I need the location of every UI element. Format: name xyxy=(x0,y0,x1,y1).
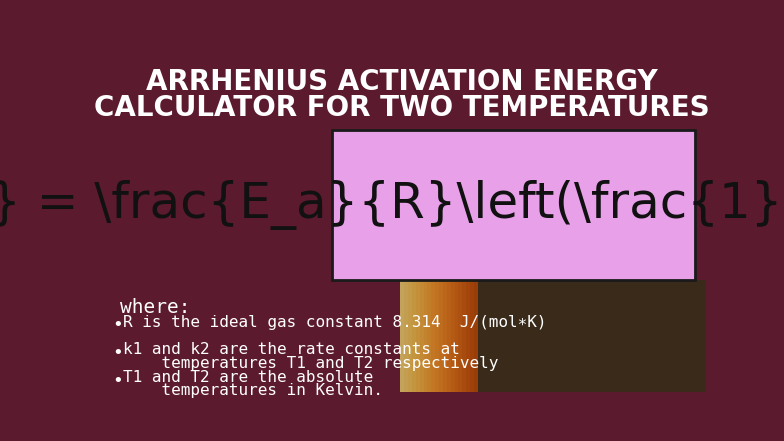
Bar xyxy=(455,280,459,392)
Bar xyxy=(401,280,706,392)
Bar xyxy=(404,280,408,392)
Text: \ln \frac{k_2}{k_1} = \frac{E_a}{R}\left(\frac{1}{T_1} - \frac{1}{T_2}\right): \ln \frac{k_2}{k_1} = \frac{E_a}{R}\left… xyxy=(0,180,784,230)
FancyBboxPatch shape xyxy=(332,130,695,280)
Bar xyxy=(416,280,419,392)
Bar xyxy=(474,280,477,392)
Text: R is the ideal gas constant 8.314  J/(mol∗K): R is the ideal gas constant 8.314 J/(mol… xyxy=(123,315,546,330)
Bar xyxy=(419,280,423,392)
Bar xyxy=(401,280,404,392)
Text: CALCULATOR FOR TWO TEMPERATURES: CALCULATOR FOR TWO TEMPERATURES xyxy=(94,94,710,122)
Text: k1 and k2 are the rate constants at: k1 and k2 are the rate constants at xyxy=(123,343,459,358)
Bar xyxy=(443,280,447,392)
Text: temperatures T1 and T2 respectively: temperatures T1 and T2 respectively xyxy=(123,355,498,370)
Text: where:: where: xyxy=(120,298,191,317)
Bar xyxy=(439,280,443,392)
Bar xyxy=(435,280,439,392)
Bar xyxy=(463,280,466,392)
Bar xyxy=(423,280,427,392)
Text: T1 and T2 are the absolute: T1 and T2 are the absolute xyxy=(123,370,373,385)
Text: •: • xyxy=(112,372,123,390)
Bar xyxy=(470,280,474,392)
Text: •: • xyxy=(112,316,123,334)
Text: •: • xyxy=(112,344,123,362)
Bar xyxy=(431,280,435,392)
Bar xyxy=(427,280,431,392)
Bar xyxy=(412,280,416,392)
Bar xyxy=(466,280,470,392)
Bar xyxy=(408,280,412,392)
Bar xyxy=(459,280,463,392)
Bar xyxy=(451,280,455,392)
Bar xyxy=(447,280,451,392)
Text: temperatures in Kelvin.: temperatures in Kelvin. xyxy=(123,383,383,398)
Text: ARRHENIUS ACTIVATION ENERGY: ARRHENIUS ACTIVATION ENERGY xyxy=(146,68,658,96)
